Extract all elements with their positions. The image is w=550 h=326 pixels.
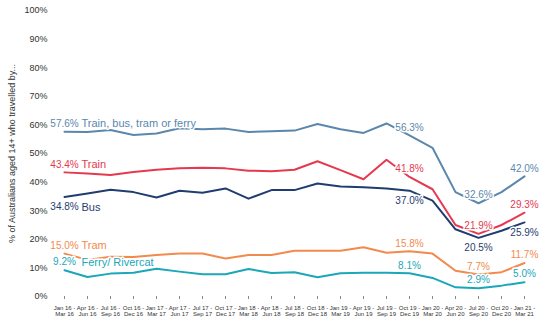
svg-text:Apr 18 -Jun 18: Apr 18 -Jun 18 xyxy=(261,305,282,317)
svg-text:11.7%: 11.7% xyxy=(511,249,539,260)
svg-text:Jan 16 -Mar 16: Jan 16 -Mar 16 xyxy=(54,305,76,317)
svg-text:Jul 20 -Sep 20: Jul 20 -Sep 20 xyxy=(469,305,489,317)
svg-text:29.3%: 29.3% xyxy=(510,199,538,210)
svg-text:Oct 20 -Dec 20: Oct 20 -Dec 20 xyxy=(491,305,512,317)
svg-text:Jul 16 -Sep 16: Jul 16 -Sep 16 xyxy=(101,305,121,317)
svg-text:34.8%: 34.8% xyxy=(50,201,78,212)
svg-text:70%: 70% xyxy=(29,91,47,101)
svg-text:Oct 18 -Dec 18: Oct 18 -Dec 18 xyxy=(307,305,328,317)
svg-text:Jan 20 -Mar 20: Jan 20 -Mar 20 xyxy=(422,305,444,317)
svg-text:5.0%: 5.0% xyxy=(513,268,536,279)
svg-text:Tram: Tram xyxy=(82,239,107,251)
svg-text:0%: 0% xyxy=(34,291,47,301)
svg-text:57.6%: 57.6% xyxy=(50,118,78,129)
svg-text:Jul 19 -Sep 19: Jul 19 -Sep 19 xyxy=(377,305,397,317)
svg-text:7.7%: 7.7% xyxy=(467,261,490,272)
svg-text:20.5%: 20.5% xyxy=(464,242,492,253)
svg-text:Jul 17 -Sep 17: Jul 17 -Sep 17 xyxy=(193,305,213,317)
svg-text:Jan 17 -Mar 17: Jan 17 -Mar 17 xyxy=(146,305,168,317)
svg-text:41.8%: 41.8% xyxy=(395,163,423,174)
svg-text:21.9%: 21.9% xyxy=(464,220,492,231)
svg-text:Oct 19 -Dec 19: Oct 19 -Dec 19 xyxy=(399,305,420,317)
svg-text:60%: 60% xyxy=(29,120,47,130)
svg-text:56.3%: 56.3% xyxy=(395,122,423,133)
svg-text:% of Australians aged 14+ who: % of Australians aged 14+ who travelled … xyxy=(7,64,17,243)
svg-text:Train, bus, tram or ferry: Train, bus, tram or ferry xyxy=(82,117,197,129)
svg-text:100%: 100% xyxy=(24,5,47,15)
svg-text:Train: Train xyxy=(82,158,107,170)
svg-text:Bus: Bus xyxy=(82,200,101,212)
svg-text:Jul 18 -Sep 18: Jul 18 -Sep 18 xyxy=(285,305,305,317)
svg-text:15.8%: 15.8% xyxy=(395,238,423,249)
svg-text:50%: 50% xyxy=(29,148,47,158)
svg-text:8.1%: 8.1% xyxy=(398,260,421,271)
svg-text:Apr 20 -Jun 20: Apr 20 -Jun 20 xyxy=(445,305,466,317)
svg-text:30%: 30% xyxy=(29,206,47,216)
svg-text:Oct 16 -Dec 16: Oct 16 -Dec 16 xyxy=(123,305,144,317)
svg-text:Apr 17 -Jun 17: Apr 17 -Jun 17 xyxy=(169,305,190,317)
svg-text:10%: 10% xyxy=(29,263,47,273)
svg-text:20%: 20% xyxy=(29,234,47,244)
svg-text:15.0%: 15.0% xyxy=(50,240,78,251)
svg-text:32.6%: 32.6% xyxy=(464,189,492,200)
svg-text:Ferry/ Rivercat: Ferry/ Rivercat xyxy=(82,256,154,268)
svg-text:Jan 18 -Mar 18: Jan 18 -Mar 18 xyxy=(238,305,260,317)
svg-text:40%: 40% xyxy=(29,177,47,187)
svg-text:Apr 19 -Jun 19: Apr 19 -Jun 19 xyxy=(353,305,374,317)
svg-text:37.0%: 37.0% xyxy=(395,195,423,206)
svg-text:9.2%: 9.2% xyxy=(53,256,76,267)
svg-text:25.9%: 25.9% xyxy=(510,227,538,238)
svg-text:Jan 19 -Mar 19: Jan 19 -Mar 19 xyxy=(330,305,352,317)
svg-text:Apr 16 -Jun 16: Apr 16 -Jun 16 xyxy=(77,305,98,317)
svg-text:Oct 17 -Dec 17: Oct 17 -Dec 17 xyxy=(215,305,236,317)
svg-text:42.0%: 42.0% xyxy=(510,163,538,174)
svg-text:Jan 21 -Mar 21: Jan 21 -Mar 21 xyxy=(514,305,536,317)
svg-text:2.9%: 2.9% xyxy=(467,274,490,285)
svg-text:80%: 80% xyxy=(29,63,47,73)
svg-text:90%: 90% xyxy=(29,34,47,44)
svg-text:43.4%: 43.4% xyxy=(50,159,78,170)
